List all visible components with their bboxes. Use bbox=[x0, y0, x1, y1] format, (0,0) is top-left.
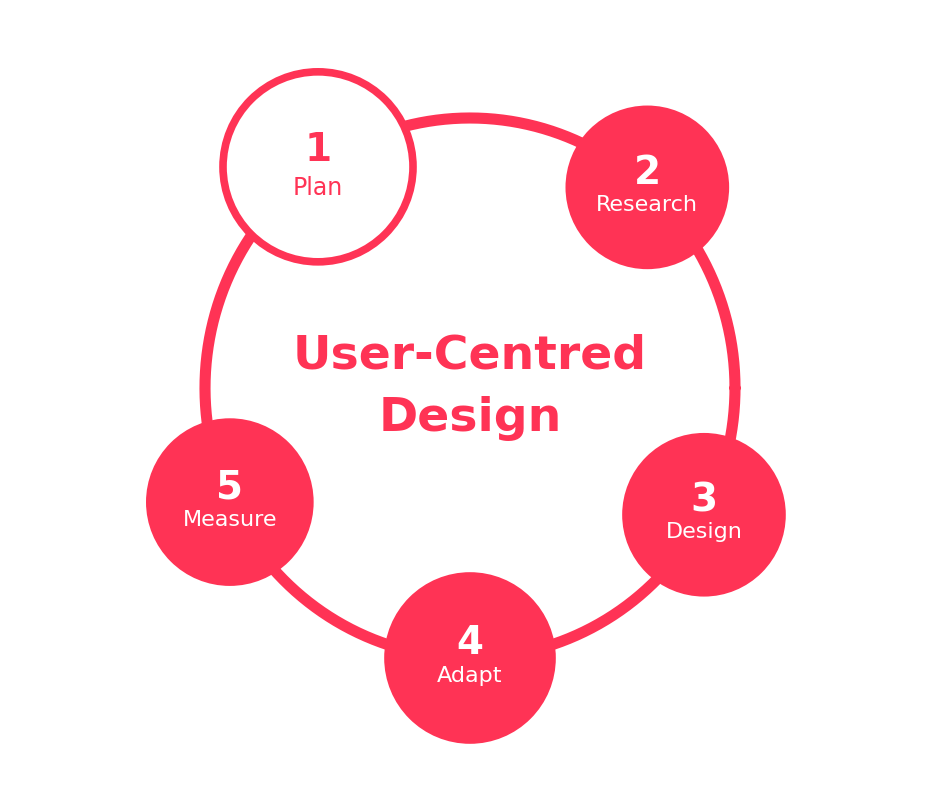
Circle shape bbox=[570, 110, 726, 266]
Circle shape bbox=[149, 422, 310, 582]
Text: Design: Design bbox=[378, 396, 562, 440]
Circle shape bbox=[149, 422, 310, 582]
Text: 5: 5 bbox=[216, 469, 243, 507]
Text: 1: 1 bbox=[305, 131, 332, 169]
Text: 2: 2 bbox=[634, 154, 661, 192]
Circle shape bbox=[388, 576, 552, 740]
Circle shape bbox=[223, 72, 413, 262]
Text: Design: Design bbox=[666, 522, 743, 542]
Text: User-Centred: User-Centred bbox=[293, 333, 647, 378]
Text: 3: 3 bbox=[690, 481, 717, 520]
Text: Adapt: Adapt bbox=[437, 666, 503, 686]
Circle shape bbox=[223, 72, 413, 262]
Circle shape bbox=[388, 576, 552, 740]
Text: Research: Research bbox=[596, 195, 698, 214]
Text: 4: 4 bbox=[457, 624, 483, 662]
Circle shape bbox=[626, 437, 782, 593]
Circle shape bbox=[626, 437, 782, 593]
Circle shape bbox=[570, 110, 726, 266]
Text: Plan: Plan bbox=[293, 176, 343, 199]
Text: Measure: Measure bbox=[182, 510, 277, 530]
